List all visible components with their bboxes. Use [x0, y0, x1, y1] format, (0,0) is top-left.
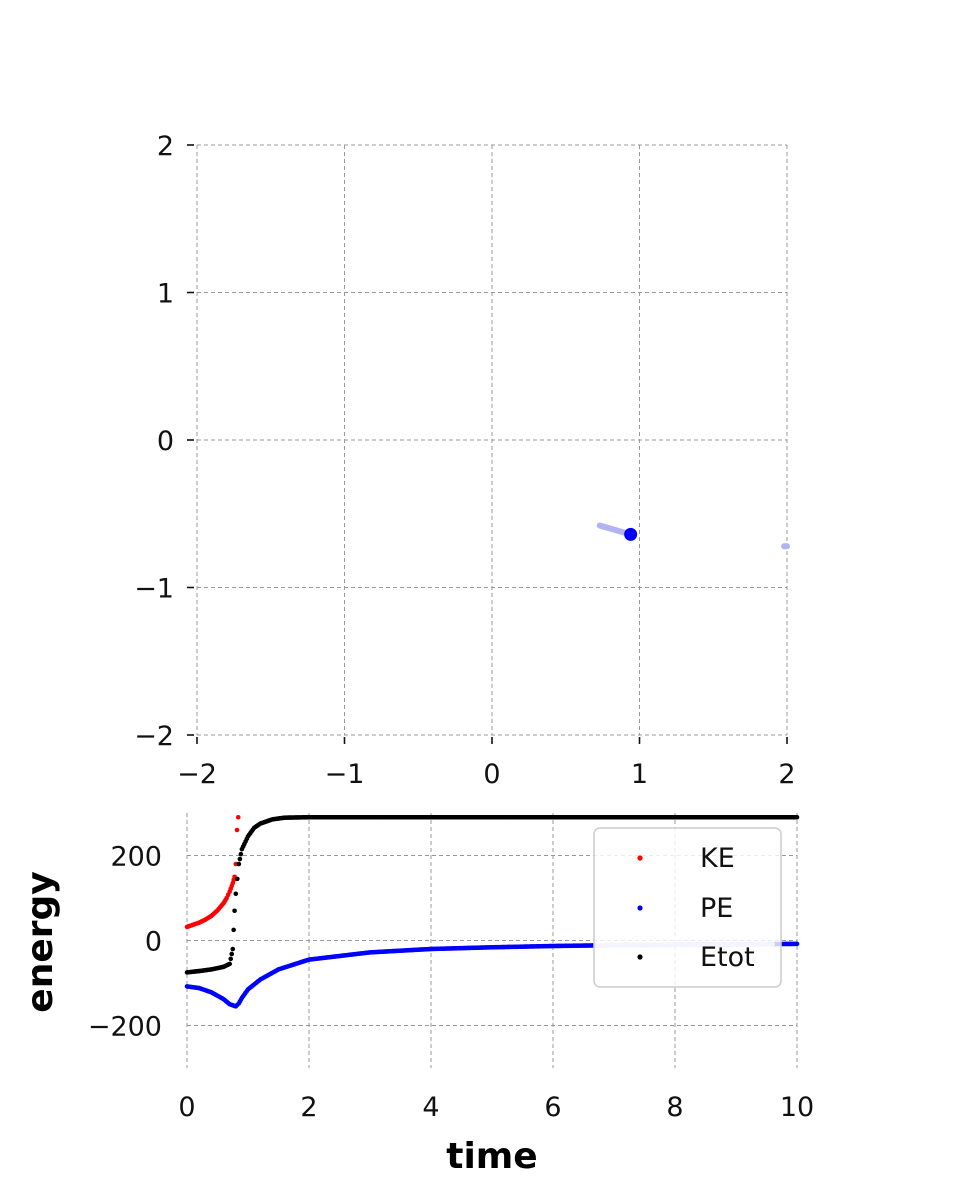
data-point-etot — [238, 851, 244, 857]
y-tick-label: 0 — [145, 927, 162, 958]
data-point-etot — [228, 956, 234, 962]
energy-ticks: 0 2 4 6 8 10 200 0 −200 — [88, 842, 814, 1124]
y-tick-label: 2 — [157, 131, 174, 162]
data-point-ke — [234, 827, 240, 833]
legend-box — [593, 827, 782, 988]
data-point-etot — [231, 927, 236, 933]
legend-marker-ke — [637, 855, 643, 861]
data-point-ke — [235, 814, 241, 820]
y-axis-title: energy — [20, 871, 61, 1012]
series-ke — [184, 814, 241, 930]
trajectory-marks — [596, 522, 790, 550]
y-tick-label: 1 — [157, 279, 174, 310]
legend-label-ke: KE — [700, 843, 735, 874]
x-axis-title: time — [446, 1136, 537, 1177]
x-tick-label: 10 — [780, 1092, 814, 1123]
x-tick-label: 0 — [178, 1092, 195, 1123]
x-tick-label: 6 — [544, 1092, 561, 1123]
data-point-etot — [235, 876, 240, 882]
trajectory-plot: −2 −1 0 1 2 2 1 0 −1 −2 — [134, 131, 795, 790]
legend-marker-etot — [637, 954, 643, 960]
data-point-etot — [229, 951, 235, 957]
x-tick-label: 4 — [422, 1092, 439, 1123]
x-tick-label: 2 — [300, 1092, 317, 1123]
y-tick-label: 200 — [110, 842, 162, 873]
trajectory-grid — [196, 144, 788, 736]
y-tick-label: −2 — [134, 721, 174, 752]
data-point-etot — [237, 856, 243, 862]
x-tick-label: 1 — [631, 759, 648, 790]
y-tick-label: −1 — [134, 574, 174, 605]
series-etot — [184, 814, 800, 975]
data-point-etot — [233, 891, 239, 897]
x-tick-label: −2 — [177, 759, 217, 790]
x-tick-label: 2 — [778, 759, 795, 790]
data-point-etot — [236, 861, 242, 867]
data-point-pe — [794, 941, 800, 947]
data-point-etot — [227, 961, 232, 967]
y-tick-label: 0 — [157, 426, 174, 457]
body-marker — [624, 527, 638, 541]
data-point-etot — [230, 946, 236, 952]
legend: KE PE Etot — [593, 827, 782, 988]
legend-marker-pe — [637, 905, 643, 911]
x-tick-label: 0 — [483, 759, 500, 790]
series-pe — [184, 941, 800, 1009]
energy-marks — [184, 814, 800, 1009]
data-point-etot — [232, 908, 237, 914]
x-tick-label: 8 — [666, 1092, 683, 1123]
x-tick-label: −1 — [325, 759, 365, 790]
legend-label-pe: PE — [700, 893, 733, 924]
data-point-etot — [794, 814, 800, 820]
trajectory-ticks: −2 −1 0 1 2 2 1 0 −1 −2 — [134, 131, 795, 790]
y-tick-label: −200 — [88, 1012, 162, 1043]
energy-plot: 0 2 4 6 8 10 200 0 −200 time energy KE PE Etot — [20, 813, 814, 1177]
legend-label-etot: Etot — [700, 942, 755, 973]
